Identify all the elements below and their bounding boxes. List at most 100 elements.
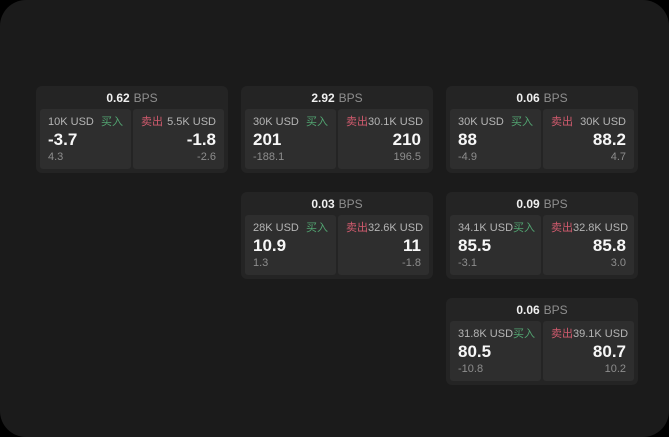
spread-card-grid: 0.62 BPS 10K USD 买入 -3.7 4.3 卖出 5.5K USD: [36, 86, 638, 385]
buy-tile-header: 34.1K USD 买入: [458, 222, 536, 234]
bps-unit-label: BPS: [543, 197, 568, 211]
bps-unit-label: BPS: [543, 303, 568, 317]
buy-tile-header: 10K USD 买入: [48, 116, 123, 128]
sell-skew-value: -2.6: [197, 151, 216, 163]
sell-amount-label: 32.6K USD: [368, 222, 424, 234]
sell-quote-tile[interactable]: 卖出 30.1K USD 210 196.5: [338, 109, 429, 169]
bps-value: 0.06: [516, 303, 540, 317]
sell-price: -1.8: [186, 129, 216, 149]
sell-tile-header: 卖出 32.6K USD: [346, 222, 424, 234]
buy-price: 85.5: [458, 235, 492, 255]
sell-side-label: 卖出: [346, 116, 368, 128]
sell-side-label: 卖出: [551, 116, 573, 128]
spread-card: 0.09 BPS 34.1K USD 买入 85.5 -3.1 卖出 32.8K…: [446, 192, 638, 279]
buy-price: -3.7: [48, 129, 78, 149]
buy-skew-value: -188.1: [253, 151, 285, 163]
buy-side-label: 买入: [306, 116, 328, 128]
buy-quote-tile[interactable]: 30K USD 买入 201 -188.1: [245, 109, 336, 169]
sell-skew-value: -1.8: [402, 257, 421, 269]
sell-tile-header: 卖出 5.5K USD: [141, 116, 216, 128]
quote-tiles: 30K USD 买入 88 -4.9 卖出 30K USD 88.2 4.7: [450, 109, 634, 169]
bps-value: 0.09: [516, 197, 540, 211]
spread-card: 2.92 BPS 30K USD 买入 201 -188.1 卖出 30.1K …: [241, 86, 433, 173]
sell-amount-label: 5.5K USD: [167, 116, 216, 128]
buy-side-label: 买入: [306, 222, 328, 234]
sell-price: 80.7: [592, 341, 626, 361]
sell-price: 88.2: [592, 129, 626, 149]
sell-amount-label: 32.8K USD: [573, 222, 629, 234]
bps-unit-label: BPS: [133, 91, 158, 105]
buy-amount-label: 30K USD: [458, 116, 504, 128]
quote-tiles: 31.8K USD 买入 80.5 -10.8 卖出 39.1K USD 80.…: [450, 321, 634, 381]
sell-price: 11: [403, 235, 421, 255]
bps-header: 0.03 BPS: [245, 197, 429, 212]
sell-amount-label: 30.1K USD: [368, 116, 424, 128]
sell-quote-tile[interactable]: 卖出 5.5K USD -1.8 -2.6: [133, 109, 224, 169]
bps-unit-label: BPS: [338, 91, 363, 105]
sell-skew-value: 4.7: [610, 151, 626, 163]
buy-skew-value: -4.9: [458, 151, 477, 163]
sell-tile-header: 卖出 30.1K USD: [346, 116, 424, 128]
sell-tile-header: 卖出 39.1K USD: [551, 328, 629, 340]
bps-value: 0.06: [516, 91, 540, 105]
sell-side-label: 卖出: [551, 222, 573, 234]
buy-price: 201: [253, 129, 282, 149]
sell-amount-label: 39.1K USD: [573, 328, 629, 340]
bps-header: 0.62 BPS: [40, 91, 224, 106]
buy-side-label: 买入: [513, 328, 536, 340]
buy-skew-value: -3.1: [458, 257, 477, 269]
bps-value: 0.62: [106, 91, 130, 105]
buy-price: 10.9: [253, 235, 287, 255]
buy-amount-label: 28K USD: [253, 222, 299, 234]
buy-skew-value: 1.3: [253, 257, 269, 269]
sell-price: 210: [392, 129, 421, 149]
sell-tile-header: 卖出 30K USD: [551, 116, 626, 128]
sell-side-label: 卖出: [141, 116, 163, 128]
buy-tile-header: 31.8K USD 买入: [458, 328, 536, 340]
buy-quote-tile[interactable]: 30K USD 买入 88 -4.9: [450, 109, 541, 169]
buy-tile-header: 30K USD 买入: [253, 116, 328, 128]
sell-skew-value: 196.5: [393, 151, 421, 163]
buy-side-label: 买入: [513, 222, 536, 234]
buy-amount-label: 34.1K USD: [458, 222, 514, 234]
buy-side-label: 买入: [101, 116, 123, 128]
sell-skew-value: 10.2: [604, 363, 626, 375]
sell-quote-tile[interactable]: 卖出 32.6K USD 11 -1.8: [338, 215, 429, 275]
spread-card: 0.06 BPS 31.8K USD 买入 80.5 -10.8 卖出 39.1…: [446, 298, 638, 385]
sell-quote-tile[interactable]: 卖出 32.8K USD 85.8 3.0: [543, 215, 634, 275]
bps-unit-label: BPS: [543, 91, 568, 105]
spread-card: 0.06 BPS 30K USD 买入 88 -4.9 卖出 30K USD: [446, 86, 638, 173]
sell-quote-tile[interactable]: 卖出 30K USD 88.2 4.7: [543, 109, 634, 169]
quote-tiles: 28K USD 买入 10.9 1.3 卖出 32.6K USD 11 -1.8: [245, 215, 429, 275]
buy-amount-label: 31.8K USD: [458, 328, 514, 340]
buy-side-label: 买入: [511, 116, 533, 128]
sell-tile-header: 卖出 32.8K USD: [551, 222, 629, 234]
buy-quote-tile[interactable]: 10K USD 买入 -3.7 4.3: [40, 109, 131, 169]
bps-header: 0.09 BPS: [450, 197, 634, 212]
buy-amount-label: 10K USD: [48, 116, 94, 128]
bps-header: 0.06 BPS: [450, 303, 634, 318]
spread-card: 0.62 BPS 10K USD 买入 -3.7 4.3 卖出 5.5K USD: [36, 86, 228, 173]
sell-amount-label: 30K USD: [580, 116, 626, 128]
buy-tile-header: 30K USD 买入: [458, 116, 533, 128]
bps-header: 2.92 BPS: [245, 91, 429, 106]
buy-amount-label: 30K USD: [253, 116, 299, 128]
quote-tiles: 30K USD 买入 201 -188.1 卖出 30.1K USD 210 1…: [245, 109, 429, 169]
sell-skew-value: 3.0: [610, 257, 626, 269]
bps-value: 0.03: [311, 197, 335, 211]
buy-quote-tile[interactable]: 34.1K USD 买入 85.5 -3.1: [450, 215, 541, 275]
bps-header: 0.06 BPS: [450, 91, 634, 106]
spread-card: 0.03 BPS 28K USD 买入 10.9 1.3 卖出 32.6K US…: [241, 192, 433, 279]
buy-quote-tile[interactable]: 28K USD 买入 10.9 1.3: [245, 215, 336, 275]
buy-tile-header: 28K USD 买入: [253, 222, 328, 234]
sell-quote-tile[interactable]: 卖出 39.1K USD 80.7 10.2: [543, 321, 634, 381]
sell-price: 85.8: [592, 235, 626, 255]
buy-price: 88: [458, 129, 477, 149]
bps-unit-label: BPS: [338, 197, 363, 211]
buy-skew-value: 4.3: [48, 151, 64, 163]
buy-quote-tile[interactable]: 31.8K USD 买入 80.5 -10.8: [450, 321, 541, 381]
quote-tiles: 10K USD 买入 -3.7 4.3 卖出 5.5K USD -1.8 -2.…: [40, 109, 224, 169]
sell-side-label: 卖出: [551, 328, 573, 340]
buy-skew-value: -10.8: [458, 363, 484, 375]
